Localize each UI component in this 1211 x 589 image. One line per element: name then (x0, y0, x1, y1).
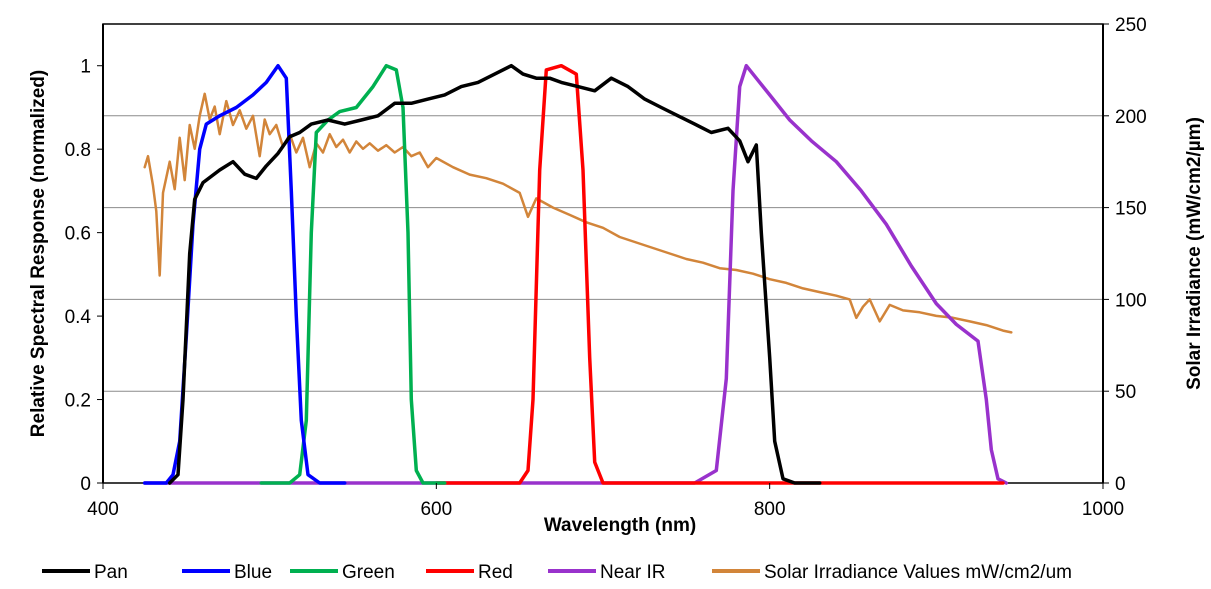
y2-tick-label: 50 (1115, 382, 1136, 403)
series-line-solar (143, 92, 1013, 334)
legend-label-near: Near IR (600, 562, 665, 583)
legend-label-blue: Blue (234, 562, 272, 583)
y-tick-label: 0.2 (65, 391, 91, 412)
legend: Pan Blue Green Red Near IR Solar Irradiance V… (42, 562, 1072, 583)
series-layer (142, 63, 1013, 485)
legend-label-solar: Solar Irradiance Values mW/cm2/um (764, 562, 1072, 583)
y-axis-ticks: 0 0.2 0.4 0.6 0.8 1 (65, 57, 103, 495)
y2-axis-ticks: 0 50 100 150 200 250 (1103, 15, 1147, 495)
y-tick-label: 0.6 (65, 224, 91, 245)
y2-tick-label: 0 (1115, 474, 1126, 495)
y2-tick-label: 200 (1115, 107, 1147, 128)
series-line-near (142, 63, 1009, 485)
x-tick-label: 400 (87, 499, 119, 520)
series-line-red (434, 63, 1005, 485)
y-tick-label: 0.8 (65, 140, 91, 161)
y-axis-title: Relative Spectral Response (normalized) (28, 70, 49, 437)
y2-axis-title: Solar Irradiance (mW/cm2/µm) (1184, 117, 1205, 390)
x-tick-label: 600 (420, 499, 452, 520)
y2-tick-label: 150 (1115, 199, 1147, 220)
series-line-green (259, 63, 447, 485)
x-axis-title: Wavelength (nm) (544, 515, 696, 536)
legend-label-red: Red (478, 562, 513, 583)
x-tick-label: 800 (754, 499, 786, 520)
x-tick-label: 1000 (1082, 499, 1124, 520)
series-line-blue (142, 63, 347, 485)
y2-tick-label: 250 (1115, 15, 1147, 36)
series-line-pan (167, 63, 822, 485)
legend-label-pan: Pan (94, 562, 128, 583)
y-tick-label: 0 (80, 474, 91, 495)
legend-label-green: Green (342, 562, 395, 583)
y-tick-label: 1 (80, 57, 91, 78)
y-tick-label: 0.4 (65, 307, 92, 328)
y2-tick-label: 100 (1115, 290, 1147, 311)
x-axis-ticks: 400 600 800 1000 (87, 483, 1124, 520)
